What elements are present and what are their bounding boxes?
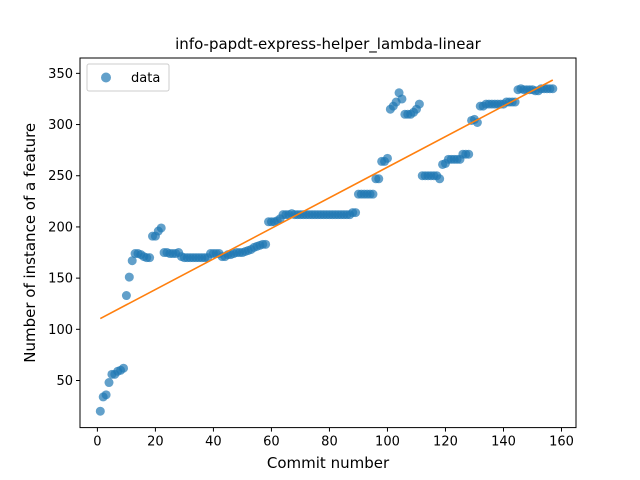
x-tick-label: 120 xyxy=(433,435,458,450)
x-tick-label: 40 xyxy=(205,435,222,450)
data-point xyxy=(261,239,271,249)
data-point xyxy=(124,272,134,282)
data-point xyxy=(374,174,384,184)
legend: data xyxy=(86,63,170,92)
y-tick-label: 200 xyxy=(48,220,73,235)
plot-area xyxy=(95,79,558,416)
y-tick-label: 150 xyxy=(48,272,73,287)
data-point xyxy=(145,253,155,263)
data-point xyxy=(510,97,520,107)
y-tick-label: 100 xyxy=(48,323,73,338)
data-point xyxy=(101,390,111,400)
y-axis: 50 100 150 200 250 300 350 xyxy=(48,67,80,389)
chart-title: info-papdt-express-helper_lambda-linear xyxy=(175,35,482,54)
y-tick-label: 350 xyxy=(48,67,73,82)
data-point xyxy=(95,406,105,416)
x-tick-label: 140 xyxy=(491,435,516,450)
legend-marker-data xyxy=(101,72,111,83)
data-point xyxy=(127,256,137,266)
data-point xyxy=(435,174,445,184)
x-tick-label: 20 xyxy=(147,435,164,450)
linear-fit-line xyxy=(99,79,554,320)
y-axis-label: Number of instance of a feature xyxy=(21,123,39,363)
data-point xyxy=(121,291,131,301)
y-tick-label: 300 xyxy=(48,118,73,133)
data-point xyxy=(397,94,407,104)
legend-box xyxy=(86,63,170,92)
data-point xyxy=(351,208,361,218)
data-point xyxy=(464,149,474,159)
x-axis: 0 20 40 60 80 100 120 140 160 xyxy=(93,427,574,450)
legend-label-data: data xyxy=(131,71,160,86)
data-point xyxy=(156,223,166,233)
y-tick-label: 50 xyxy=(56,374,73,389)
x-tick-label: 160 xyxy=(549,435,574,450)
data-point xyxy=(414,99,424,109)
data-point xyxy=(104,378,114,388)
data-point xyxy=(382,153,392,163)
data-point xyxy=(548,84,558,94)
y-tick-label: 250 xyxy=(48,169,73,184)
data-point xyxy=(368,189,378,199)
data-point xyxy=(119,363,129,373)
x-tick-label: 60 xyxy=(263,435,280,450)
axes-frame xyxy=(79,57,577,429)
x-tick-label: 0 xyxy=(93,435,101,450)
x-axis-label: Commit number xyxy=(267,454,390,472)
x-tick-label: 80 xyxy=(321,435,338,450)
x-tick-label: 100 xyxy=(375,435,400,450)
